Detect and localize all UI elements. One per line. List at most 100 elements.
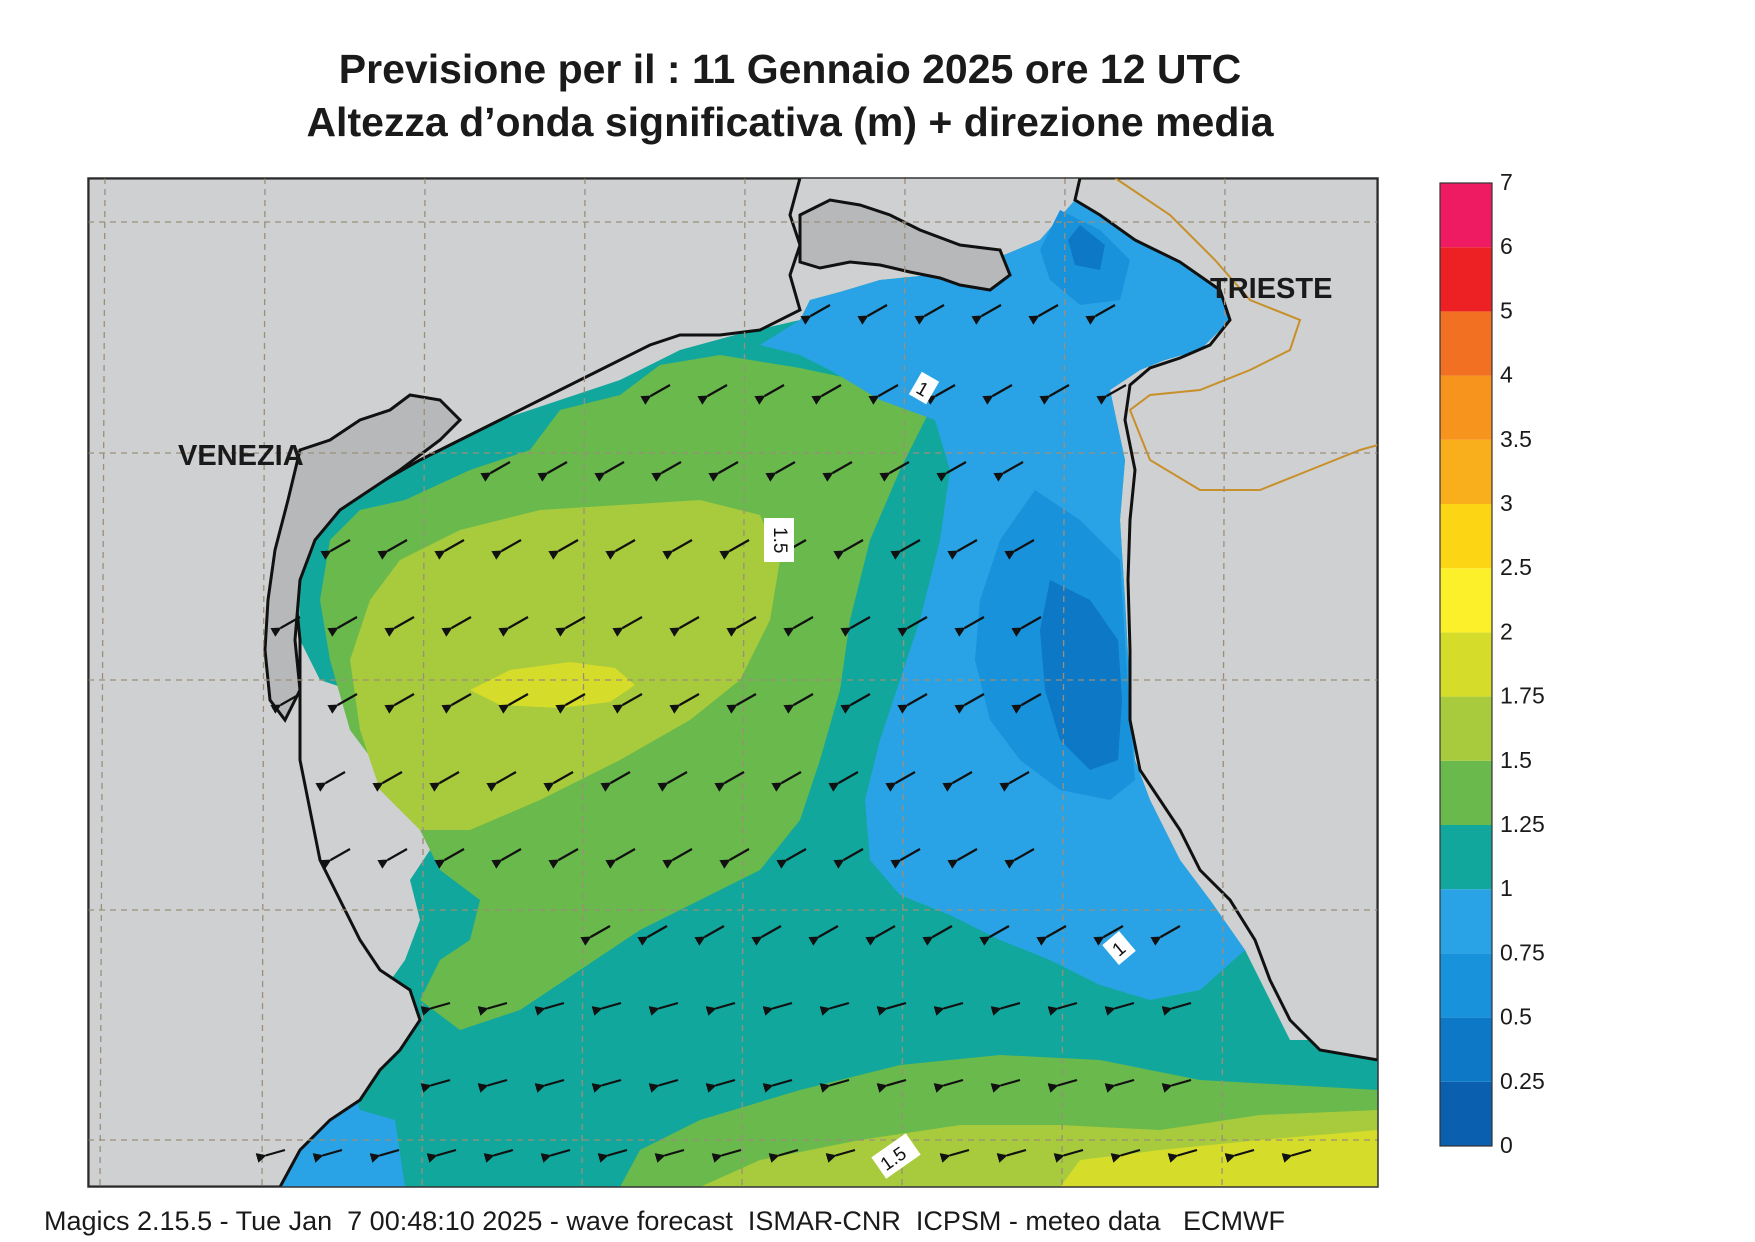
wave-arrow [441,616,472,637]
land-istria [1073,178,1378,1062]
wave-arrow [384,693,415,714]
legend-swatch [1440,953,1492,1018]
wave-arrow [714,771,745,792]
contour-label-east: 1 [1102,930,1136,966]
wave-arrow [1161,1078,1192,1093]
wave-arrow [708,461,739,482]
wave-arrow [540,1148,571,1163]
wave-arrow [1004,848,1035,869]
wave-arrow [327,693,358,714]
wave-arrow [933,1001,964,1016]
wave-arrow [705,1001,736,1016]
wave-arrow [605,848,636,869]
legend-tick-label: 3 [1500,490,1513,516]
wave-arrow [669,693,700,714]
legend-swatch [1440,825,1492,890]
wave-arrow [648,1078,679,1093]
wave-arrow [640,384,671,405]
wave-arrow [600,771,631,792]
sea-zone-south-1.75-2 [1060,1130,1378,1187]
border-line [1114,178,1378,491]
wave-arrow [534,1001,565,1016]
wave-arrow [612,693,643,714]
wave-arrow [933,1078,964,1093]
wave-direction-arrows [255,304,1312,1163]
wave-arrow [868,384,899,405]
wave-arrow [662,539,693,560]
legend-tick-label: 2 [1500,618,1513,644]
legend-swatch [1440,760,1492,825]
wave-arrow [543,771,574,792]
wave-arrow [726,616,757,637]
wave-arrow [990,1078,1021,1093]
wave-arrow [1039,384,1070,405]
wave-arrow [597,1148,628,1163]
wave-arrow [426,1148,457,1163]
wave-arrow [369,1148,400,1163]
wave-arrow [776,848,807,869]
wave-arrow [1028,304,1059,325]
wave-arrow [822,461,853,482]
wave-arrow [377,848,408,869]
legend-tick-label: 4 [1500,362,1513,388]
wave-arrow [491,848,522,869]
wave-arrow [434,539,465,560]
wave-arrow [885,771,916,792]
wave-arrow [711,1148,742,1163]
wave-arrow [751,925,782,946]
wave-arrow [783,693,814,714]
legend-swatch [1440,504,1492,569]
wave-arrow [914,304,945,325]
wave-arrow [420,1078,451,1093]
wave-arrow [498,693,529,714]
sea-zone-1.75-2 [470,662,635,708]
wave-arrow [1047,1001,1078,1016]
legend-tick-label: 1.5 [1500,747,1532,773]
wave-arrow [480,461,511,482]
wave-arrow [819,1001,850,1016]
legend-tick-label: 6 [1500,233,1513,259]
wave-arrow [865,925,896,946]
wave-arrow [420,1001,451,1016]
wave-arrow [1104,1001,1135,1016]
wave-arrow [270,616,301,637]
colorbar-legend: 0 0.25 0.5 0.75 1 1.25 1.5 1.75 2 2.5 3 3.5 4 5 6 7 [1439,169,1545,1158]
wave-arrow [719,539,750,560]
legend-tick-label: 3.5 [1500,426,1532,452]
wave-arrow [441,693,472,714]
legend-tick-label: 0.75 [1500,939,1545,965]
legend-swatch [1440,889,1492,954]
wave-arrow [605,539,636,560]
wave-arrow [669,616,700,637]
legend-swatch [1440,1081,1492,1146]
wave-arrow [726,693,757,714]
wave-arrow [954,616,985,637]
wave-arrow [833,848,864,869]
wave-arrow [372,771,403,792]
wave-arrow [1036,925,1067,946]
wave-arrow [947,539,978,560]
wave-arrow [936,461,967,482]
wave-arrow [434,848,465,869]
sea-zone-0.25-0.5 [1040,225,1122,770]
legend-swatch [1440,568,1492,633]
city-label-venezia: VENEZIA [178,440,304,472]
wave-arrow [1093,925,1124,946]
wave-arrow [312,1148,343,1163]
wave-arrow [1047,1078,1078,1093]
wave-arrow [1150,925,1181,946]
contour-label-center: 1.5 [764,518,794,562]
legend-frame [1439,182,1493,1147]
legend-tick-label: 0.25 [1500,1068,1545,1094]
wave-arrow [591,1001,622,1016]
wave-arrow [651,461,682,482]
wave-arrow [996,1148,1027,1163]
wave-arrow [939,1148,970,1163]
title-line-1: Previsione per il : 11 Gennaio 2025 ore … [338,46,1242,92]
wave-arrow [897,616,928,637]
wave-arrow [534,1078,565,1093]
wave-arrow [1224,1148,1255,1163]
legend-swatch [1440,247,1492,312]
venice-lagoon [263,393,463,723]
wave-arrow [429,771,460,792]
